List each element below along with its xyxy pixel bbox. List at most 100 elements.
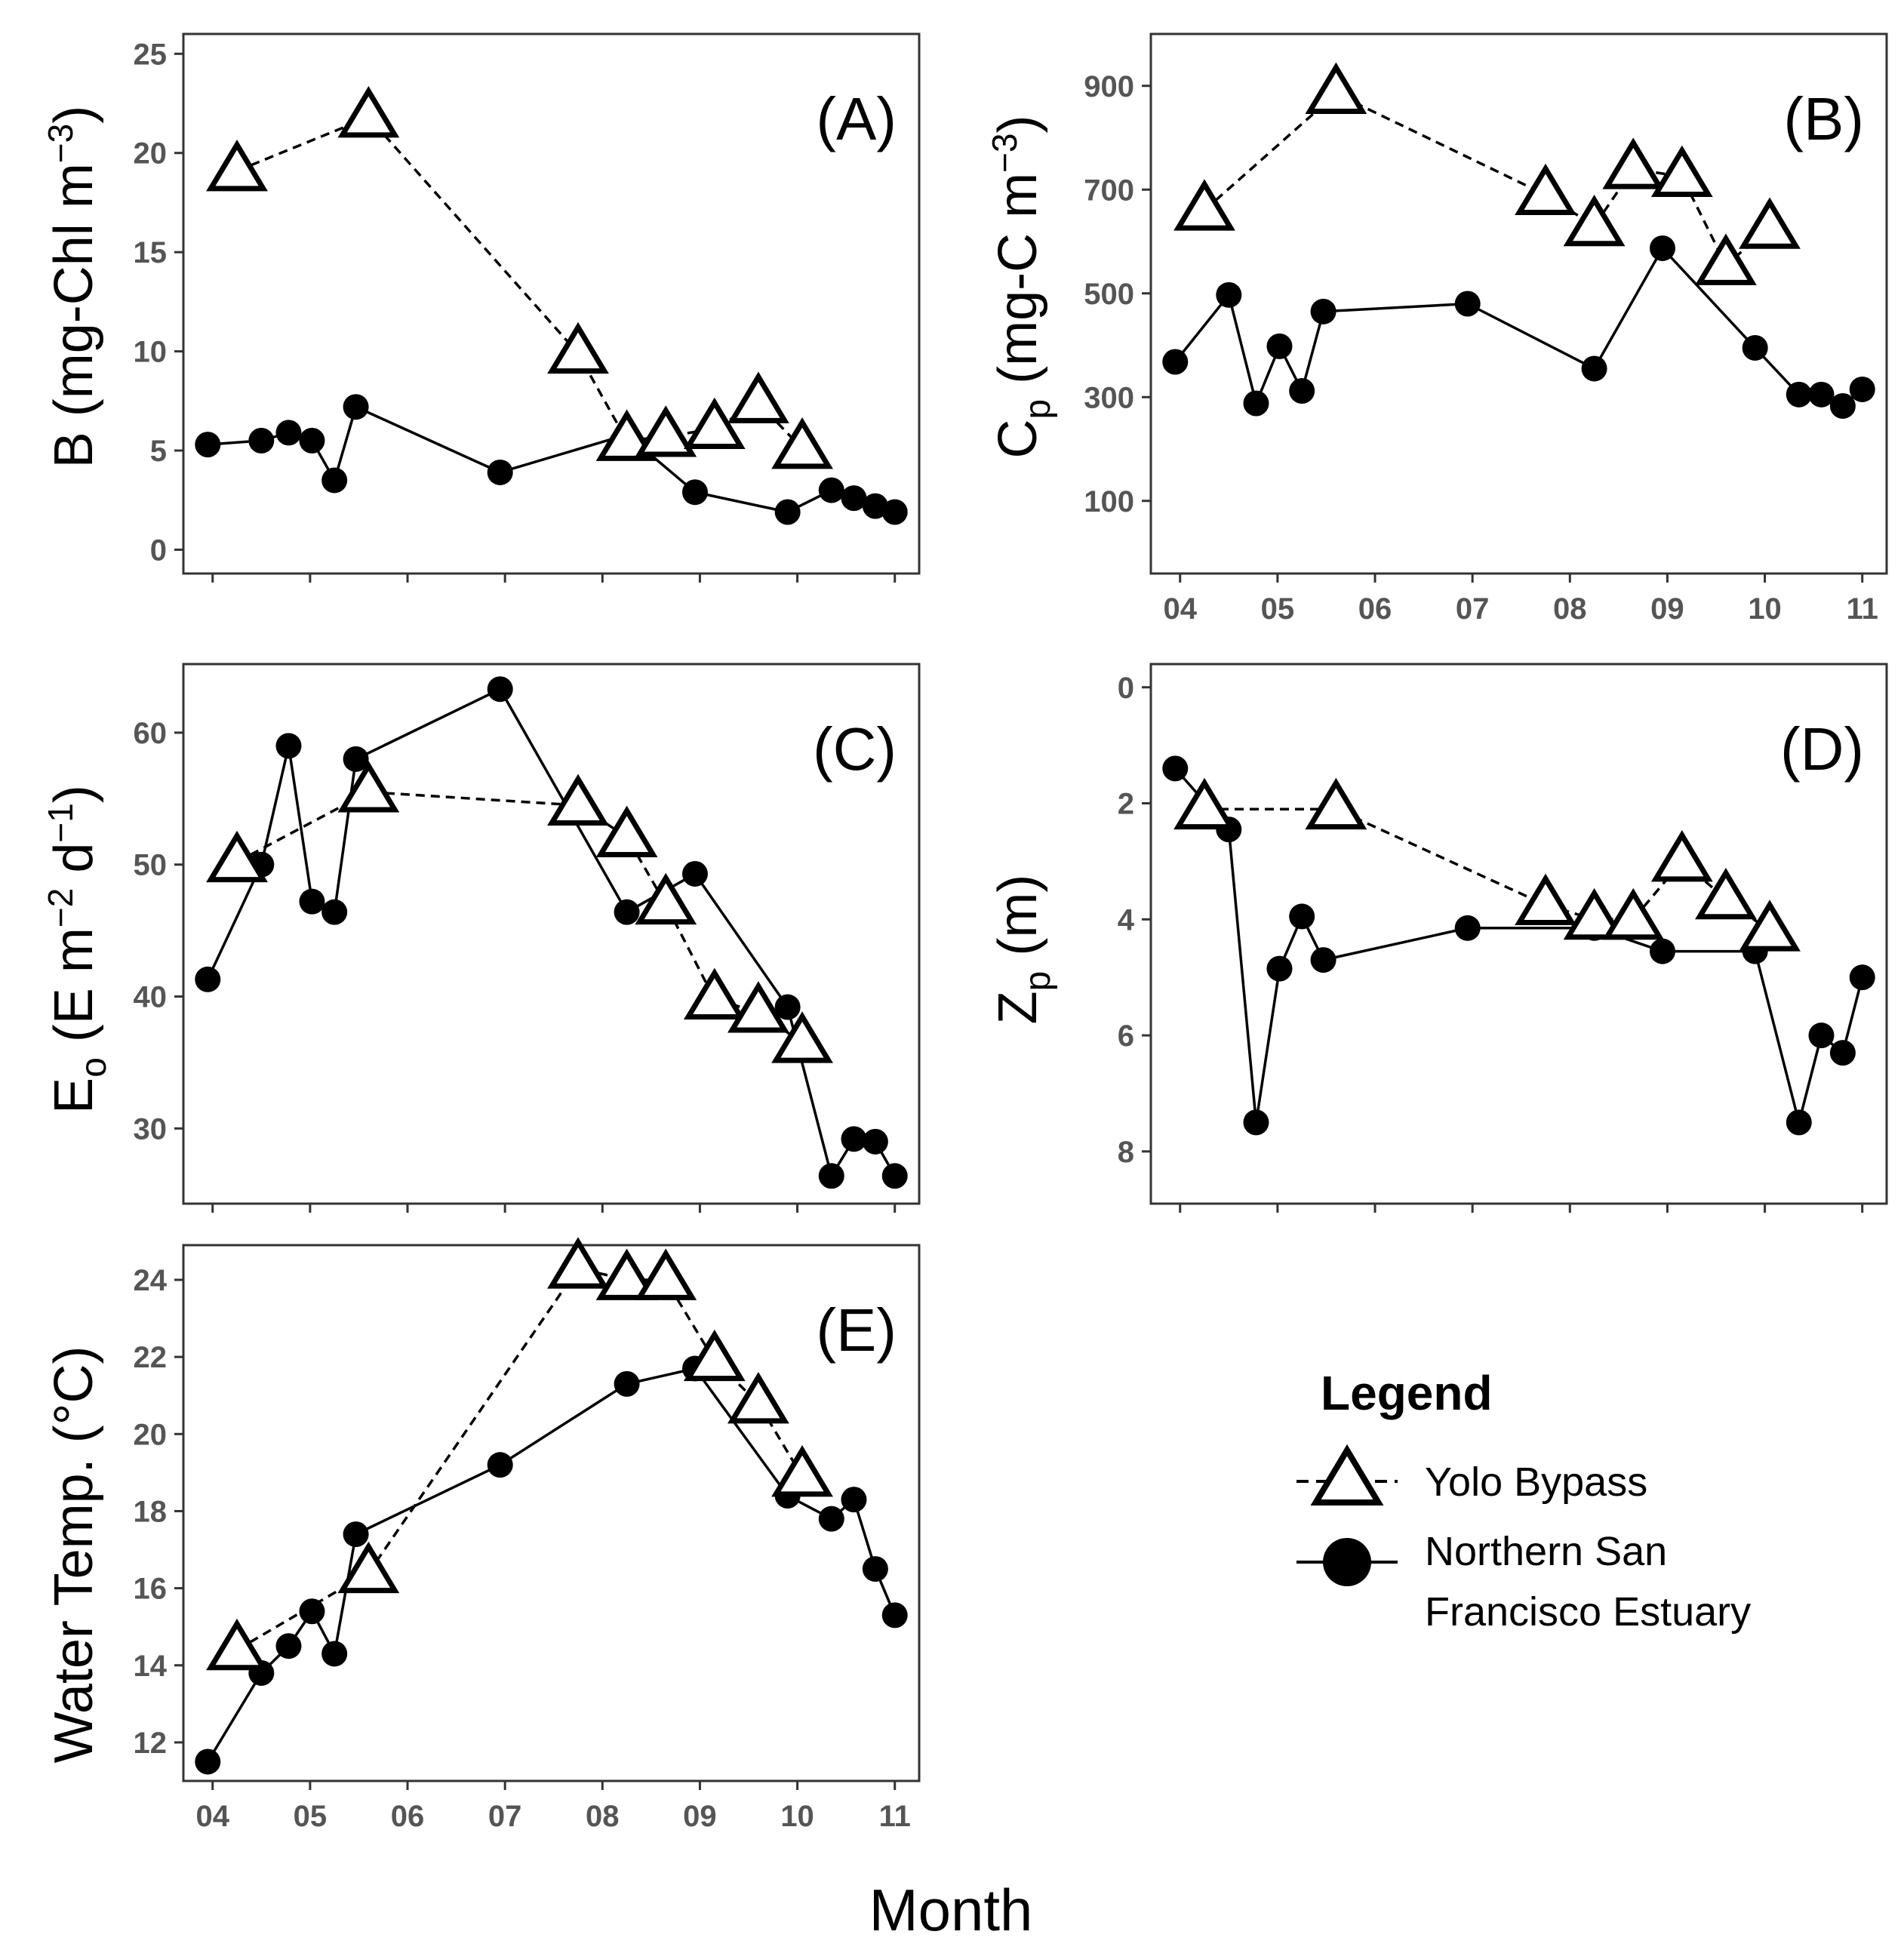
panel-e-y-tick-label: 14 xyxy=(134,1650,168,1683)
panel-d-y-tick-label: 2 xyxy=(1118,788,1134,821)
panel-e: Water Temp. (°C) 12 14 16 18 20 22 24 04 05 06 07 0… xyxy=(44,1237,921,1833)
panel-b-estuary-point xyxy=(1829,392,1856,419)
panel-d-yolo-point xyxy=(1173,777,1235,830)
panel-e-y-tick-label: 22 xyxy=(134,1341,168,1374)
panel-e-frame xyxy=(182,1244,921,1782)
panel-b-x-tick-label: 11 xyxy=(1847,592,1878,626)
panel-d-yolo-point xyxy=(1563,887,1626,940)
panel-c-yolo-point xyxy=(595,805,658,857)
panel-a-y-tick-label: 20 xyxy=(134,137,168,171)
panel-d-yolo-point xyxy=(1739,900,1801,952)
panel-e-yolo-point xyxy=(547,1237,609,1289)
panel-a-y-title: B (mg-Chl m−3) xyxy=(41,106,104,468)
panel-c-y-tick-label: 40 xyxy=(134,981,168,1014)
panel-e-estuary-point xyxy=(299,1598,325,1625)
panel-c-yolo-point xyxy=(683,967,746,1020)
panel-a-estuary-point xyxy=(195,432,221,458)
panel-e-x-tick-label: 07 xyxy=(488,1800,522,1833)
panel-a-yolo-point xyxy=(595,409,658,461)
panel-c-estuary-point xyxy=(862,1128,888,1155)
panel-b-estuary-point xyxy=(1216,281,1242,308)
panel-b-estuary-point xyxy=(1266,333,1293,359)
panel-d-estuary-point xyxy=(1829,1040,1856,1066)
panel-c-estuary-point xyxy=(818,1163,844,1189)
panel-a-yolo-point xyxy=(683,397,746,450)
panel-a-estuary-point xyxy=(299,427,325,454)
panel-d-label: (D) xyxy=(1780,715,1864,783)
panel-a-estuary-point xyxy=(881,499,908,525)
panel-e-x-tick-label: 08 xyxy=(586,1800,620,1833)
panel-b-estuary-point xyxy=(1786,381,1812,408)
panel-e-yolo-point xyxy=(727,1372,789,1424)
panel-a-estuary-point xyxy=(841,485,867,512)
panel-e-estuary-point xyxy=(862,1556,888,1582)
panel-d-estuary-point xyxy=(1649,938,1675,964)
panel-c-estuary-point xyxy=(681,860,708,887)
panel-e-yolo-point xyxy=(771,1445,833,1497)
panel-a-estuary-point xyxy=(275,420,302,446)
panel-e-yolo-point xyxy=(683,1329,746,1382)
panel-e-y-tick-label: 20 xyxy=(134,1418,168,1451)
panel-d: Zp (m) 0 2 4 6 8 (D) xyxy=(988,663,1888,1213)
panel-d-estuary-point xyxy=(1849,964,1875,991)
panel-c-yolo-point xyxy=(206,830,268,883)
panel-b-x-tick-label: 10 xyxy=(1748,592,1782,626)
panel-b-yolo-point xyxy=(1515,163,1576,216)
panel-a-label: (A) xyxy=(816,85,897,152)
panel-c-label: (C) xyxy=(813,715,897,783)
panel-e-y-tick-label: 12 xyxy=(134,1727,168,1760)
panel-b-y-tick-label: 300 xyxy=(1084,381,1134,414)
panel-c-estuary-point xyxy=(614,899,640,925)
panel-b-estuary-point xyxy=(1581,355,1607,382)
panel-d-estuary-point xyxy=(1310,947,1336,973)
panel-c-y-tick-label: 30 xyxy=(134,1112,168,1146)
panel-c-estuary-point xyxy=(321,899,348,925)
panel-b-x-tick-label: 04 xyxy=(1163,592,1197,626)
panel-b-yolo-point xyxy=(1739,197,1801,249)
panel-d-y-tick-label: 8 xyxy=(1118,1136,1134,1169)
legend-yolo-label: Yolo Bypass xyxy=(1425,1459,1647,1505)
panel-c-estuary-point xyxy=(841,1126,867,1152)
panel-a-estuary-point xyxy=(487,459,513,485)
panel-b-x-tick-label: 09 xyxy=(1650,592,1684,626)
panel-d-y-tick-label: 0 xyxy=(1118,672,1134,705)
legend-yolo-marker xyxy=(1310,1444,1384,1506)
panel-a-estuary-point xyxy=(343,394,369,420)
panel-b-yolo-point xyxy=(1563,194,1626,247)
panel-d-estuary-point xyxy=(1266,955,1293,982)
panel-a-y-tick-label: 0 xyxy=(150,534,167,567)
panel-c-yolo-point xyxy=(771,1011,833,1063)
panel-e-y-tick-label: 24 xyxy=(134,1264,168,1297)
panel-b-yolo-point xyxy=(1695,233,1757,285)
panel-a-estuary-point xyxy=(818,477,844,503)
panel-b-x-tick-label: 07 xyxy=(1456,592,1490,626)
panel-b-label: (B) xyxy=(1783,85,1864,152)
panel-e-yolo-point xyxy=(635,1248,697,1300)
panel-e-x-tick-label: 11 xyxy=(879,1800,911,1833)
panel-d-estuary-point xyxy=(1786,1109,1812,1136)
legend-title: Legend xyxy=(1321,1366,1493,1420)
legend: Legend Yolo Bypass Northern San Francisco … xyxy=(1297,1366,1751,1635)
panel-a: B (mg-Chl m−3) 0 5 10 15 20 25 (A) xyxy=(41,32,921,583)
panel-b-yolo-point xyxy=(1602,137,1665,189)
panel-b-y-tick-label: 700 xyxy=(1084,174,1134,207)
panel-a-estuary-point xyxy=(774,499,801,525)
panel-a-yolo-point xyxy=(337,85,400,138)
panel-c-yolo-point xyxy=(635,872,697,925)
panel-c-estuary-point xyxy=(299,888,325,915)
panel-c-yolo-point xyxy=(547,774,609,826)
panel-d-yolo-point xyxy=(1650,829,1713,882)
panel-e-estuary-point xyxy=(487,1452,513,1478)
panel-a-yolo-point xyxy=(727,371,789,423)
panel-d-yolo-point xyxy=(1515,873,1576,925)
panel-e-x-tick-label: 06 xyxy=(391,1800,425,1833)
panel-d-estuary-point xyxy=(1162,755,1189,782)
panel-a-frame xyxy=(182,32,921,575)
panel-e-yolo-point xyxy=(595,1248,658,1300)
panel-e-estuary-point xyxy=(275,1633,302,1659)
panel-e-label: (E) xyxy=(816,1296,897,1364)
panel-c-y-tick-label: 50 xyxy=(134,849,168,882)
panel-d-yolo-point xyxy=(1602,887,1665,940)
panel-d-estuary-line xyxy=(1173,767,1864,1123)
panel-c-yolo-point xyxy=(337,761,400,813)
